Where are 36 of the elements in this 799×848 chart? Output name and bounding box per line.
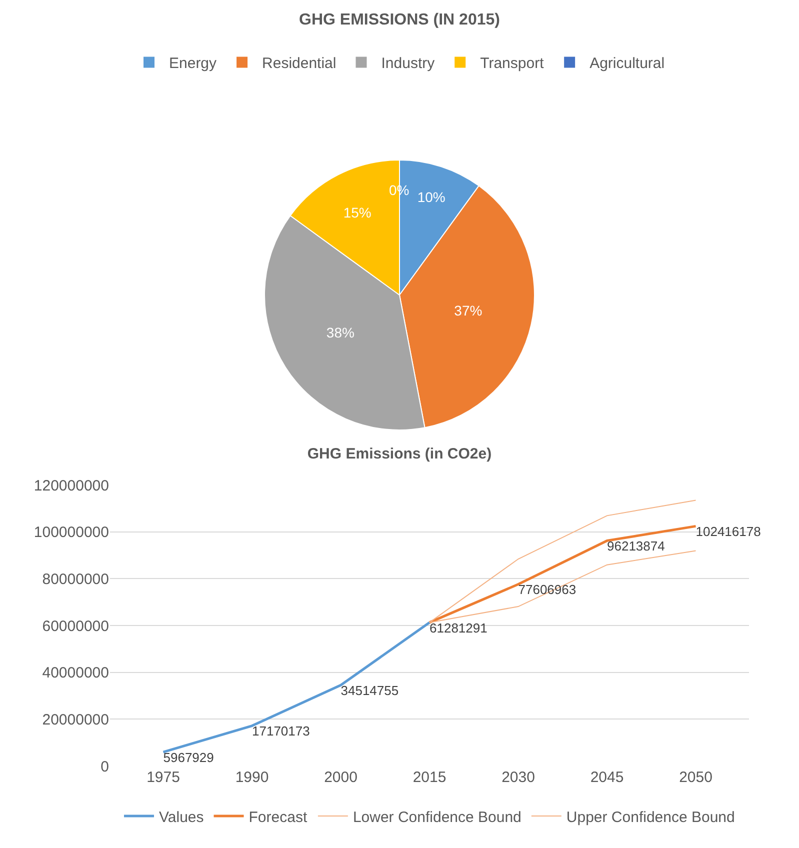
data-label: 15% (343, 204, 372, 220)
legend-label: Residential (262, 55, 336, 72)
data-label: 17170173 (252, 724, 310, 739)
text: 0% (389, 182, 410, 198)
data-label: 38% (326, 324, 354, 340)
legend-label: Lower Confidence Bound (352, 808, 522, 826)
y-tick-label: 20000000 (42, 711, 109, 728)
y-tick-label: 80000000 (42, 570, 109, 588)
legend-label: Transport (480, 55, 545, 72)
y-tick-label: 0 (100, 758, 109, 776)
y-tick-label: 40000000 (42, 664, 109, 682)
x-tick-label: 2050 (679, 769, 712, 786)
legend-label: Energy (169, 55, 218, 72)
legend-label: Forecast (248, 808, 308, 826)
data-label: 96213874 (607, 538, 665, 554)
data-label: 37% (454, 302, 482, 318)
data-label: 102416178 (696, 524, 761, 539)
y-tick-label: 120000000 (34, 477, 109, 494)
legend-label: Industry (381, 55, 436, 72)
x-tick-label: 1990 (235, 769, 269, 786)
x-tick-label: 2030 (502, 769, 535, 786)
data-label: 34514755 (340, 682, 399, 698)
data-label: 5967929 (163, 750, 214, 765)
chart-title: GHG EMISSIONS (IN 2015) (299, 11, 500, 28)
legend-label: Upper Confidence Bound (566, 808, 735, 826)
x-tick-label: 2015 (412, 769, 446, 786)
legend-label: Agricultural (590, 55, 665, 72)
x-tick-label: 2045 (590, 769, 624, 786)
data-label: 61281291 (430, 620, 488, 636)
y-tick-label: 100000000 (34, 524, 109, 542)
x-tick-label: 2000 (324, 769, 358, 786)
data-label: 10% (417, 188, 446, 205)
chart-title: GHG Emissions (in CO2e) (307, 446, 492, 463)
y-tick-label: 60000000 (42, 618, 109, 635)
x-tick-label: 1975 (146, 769, 180, 786)
legend-label: Values (159, 808, 204, 826)
